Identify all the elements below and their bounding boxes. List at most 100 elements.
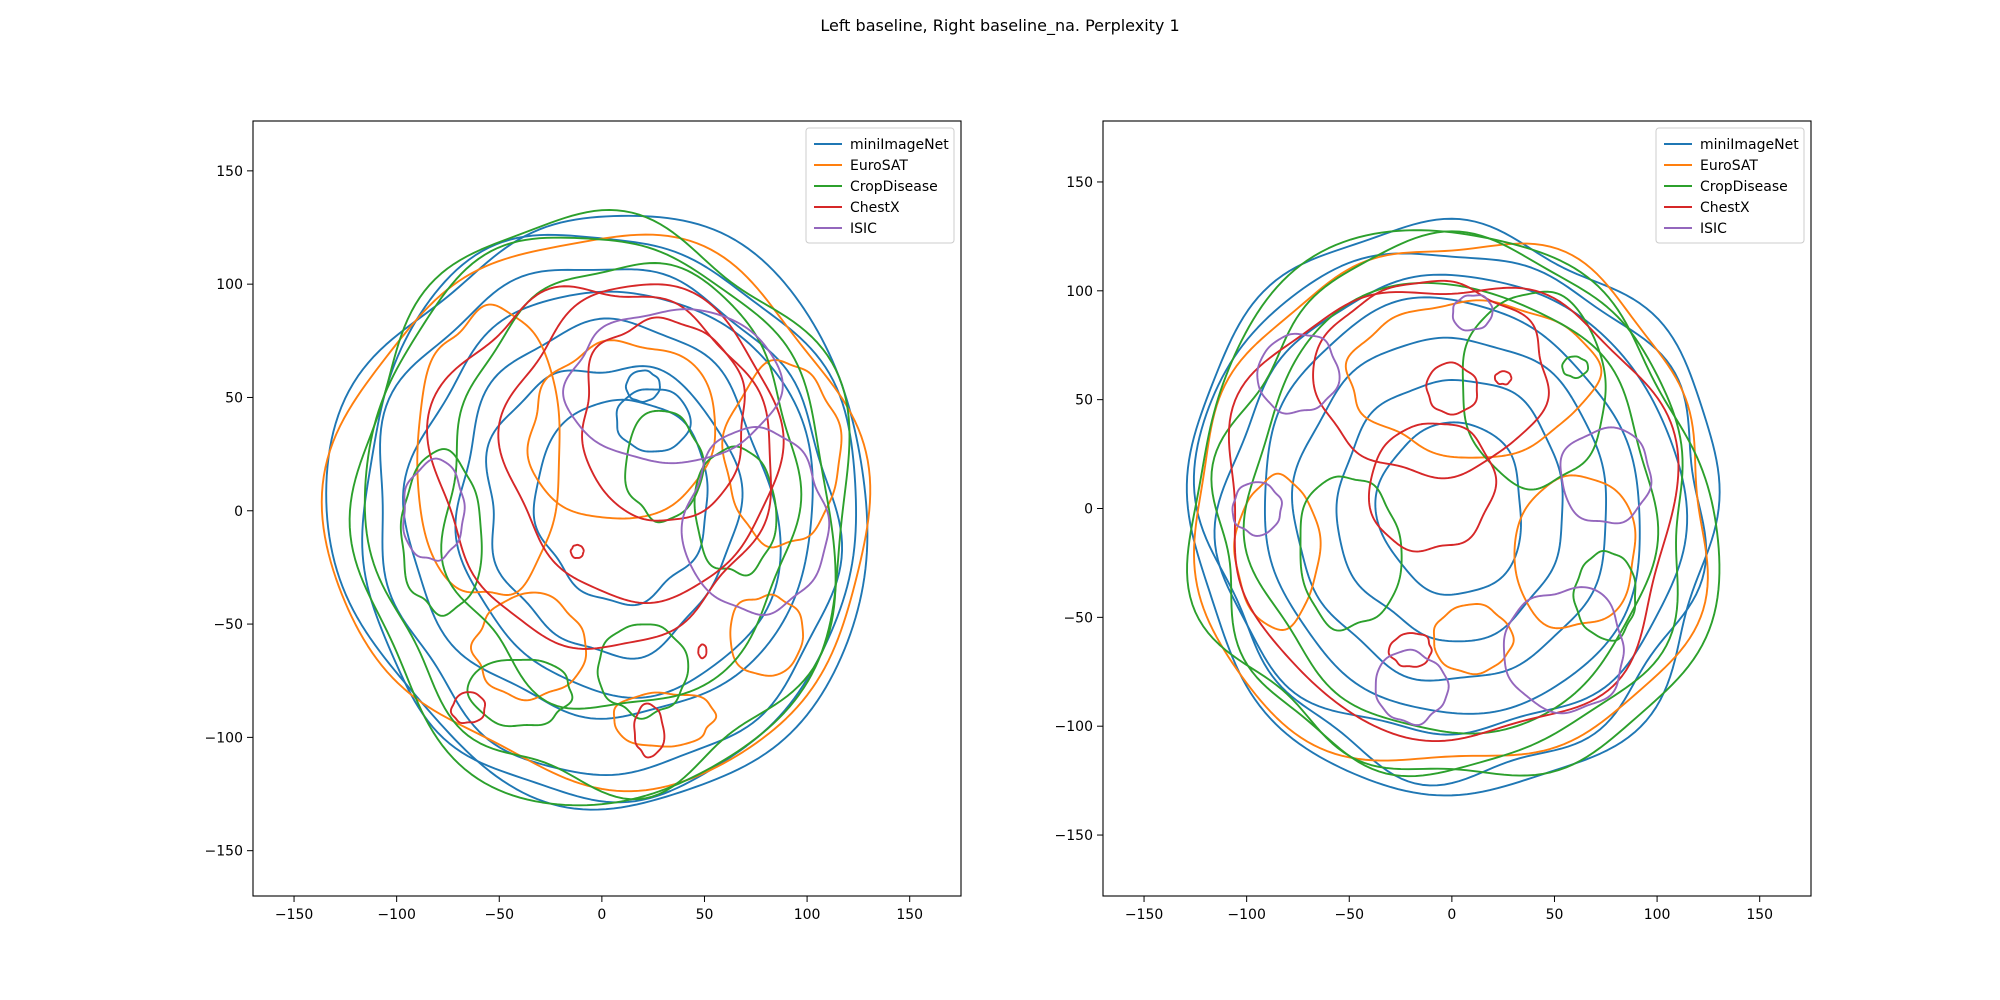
contour-line	[1344, 299, 1603, 459]
legend: miniImageNet EuroSAT CropDisease ChestX ISIC	[805, 127, 955, 244]
contour-line	[1210, 230, 1684, 778]
contour-line	[721, 359, 843, 549]
contour-line	[697, 643, 708, 660]
x-tick-label: 100	[1644, 907, 1671, 923]
contour-line	[1425, 361, 1478, 416]
contour-line	[1213, 273, 1689, 736]
contour-line	[693, 445, 778, 577]
contour-line	[1561, 355, 1589, 379]
legend: miniImageNet EuroSAT CropDisease ChestX ISIC	[1655, 127, 1805, 244]
y-tick-label: 0	[234, 504, 243, 520]
x-tick-label: −50	[484, 907, 514, 923]
y-tick-label: 100	[216, 277, 243, 293]
series-eurosat	[1193, 242, 1709, 762]
x-tick-label: −100	[377, 907, 415, 923]
contour-line	[1572, 549, 1637, 642]
contour-line	[1299, 475, 1403, 632]
figure-title: Left baseline, Right baseline_na. Perple…	[820, 16, 1180, 35]
x-tick-label: 50	[1546, 907, 1564, 923]
contour-line	[729, 593, 804, 677]
contour-line	[399, 448, 483, 617]
contour-line	[680, 426, 831, 616]
contour-line	[348, 209, 851, 807]
x-tick-label: 150	[1746, 907, 1773, 923]
y-tick-label: 50	[225, 390, 243, 406]
series-cropdisease	[1186, 229, 1721, 778]
contour-line	[532, 398, 709, 607]
y-tick-label: −50	[213, 617, 243, 633]
contour-line	[1193, 242, 1709, 762]
contour-line	[1312, 279, 1550, 480]
contour-line	[1432, 603, 1515, 676]
legend-label: ChestX	[1700, 200, 1750, 216]
contour-line	[440, 262, 803, 710]
series-isic	[402, 308, 831, 616]
y-tick-label: −150	[1055, 828, 1093, 844]
series-miniimagenet	[325, 214, 869, 811]
y-tick-label: −100	[1055, 719, 1093, 735]
legend-label: CropDisease	[1700, 179, 1788, 195]
contour-line	[1291, 336, 1608, 682]
legend-label: EuroSAT	[850, 158, 908, 174]
contour-line	[633, 702, 666, 759]
series-cropdisease	[348, 209, 851, 807]
contour-line	[1451, 294, 1494, 332]
contour-line	[1461, 290, 1607, 491]
contour-line	[470, 591, 588, 702]
contour-line	[1502, 586, 1625, 715]
y-tick-label: −100	[205, 730, 243, 746]
y-tick-label: 150	[1066, 175, 1093, 191]
right-panel: −150 −100 −50 0 50 100 150 −150 −100 −50 0 50 100 150…	[1055, 120, 1812, 923]
contour-line	[569, 543, 585, 559]
x-tick-label: 100	[794, 907, 821, 923]
legend-label: CropDisease	[850, 179, 938, 195]
legend-label: miniImageNet	[850, 137, 949, 153]
contour-line	[526, 339, 717, 520]
contour-line	[449, 691, 487, 725]
contour-line	[1513, 474, 1637, 630]
contour-line	[361, 233, 858, 804]
series-isic	[1231, 294, 1653, 727]
contour-line	[1242, 282, 1660, 735]
contour-line	[402, 457, 466, 562]
x-tick-label: −50	[1334, 907, 1364, 923]
legend-label: ISIC	[850, 221, 877, 237]
x-tick-label: −150	[275, 907, 313, 923]
contour-line	[1185, 217, 1721, 797]
contour-line	[624, 409, 705, 524]
contour-line	[325, 214, 869, 811]
contour-line	[1192, 252, 1708, 787]
plot-area	[1185, 217, 1721, 797]
legend-label: ISIC	[1700, 221, 1727, 237]
contour-line	[379, 268, 843, 777]
contour-line	[1256, 332, 1341, 415]
contour-line	[1493, 370, 1513, 386]
contour-line	[485, 365, 744, 660]
contour-line	[402, 290, 814, 720]
legend-label: ChestX	[850, 200, 900, 216]
y-tick-label: 0	[1084, 502, 1093, 518]
contour-line	[612, 691, 718, 748]
contour-line	[454, 317, 782, 699]
y-tick-label: −150	[205, 844, 243, 860]
axes-frame	[252, 120, 962, 897]
y-tick-label: 150	[216, 164, 243, 180]
series-chestx	[1227, 279, 1680, 743]
contour-line	[320, 233, 872, 793]
x-tick-label: 0	[597, 907, 606, 923]
contour-line	[363, 236, 837, 801]
contour-line	[1231, 481, 1283, 537]
x-tick-label: −150	[1125, 907, 1163, 923]
contour-line	[1374, 648, 1450, 727]
x-tick-label: −100	[1227, 907, 1265, 923]
contour-line	[562, 308, 784, 465]
contour-line	[1263, 296, 1641, 715]
y-tick-label: 50	[1075, 393, 1093, 409]
contour-line	[615, 388, 692, 453]
x-tick-label: 0	[1447, 907, 1456, 923]
contour-line	[1227, 286, 1680, 743]
contour-line	[1374, 421, 1522, 596]
contour-line	[416, 303, 561, 596]
contour-line	[1367, 422, 1498, 553]
